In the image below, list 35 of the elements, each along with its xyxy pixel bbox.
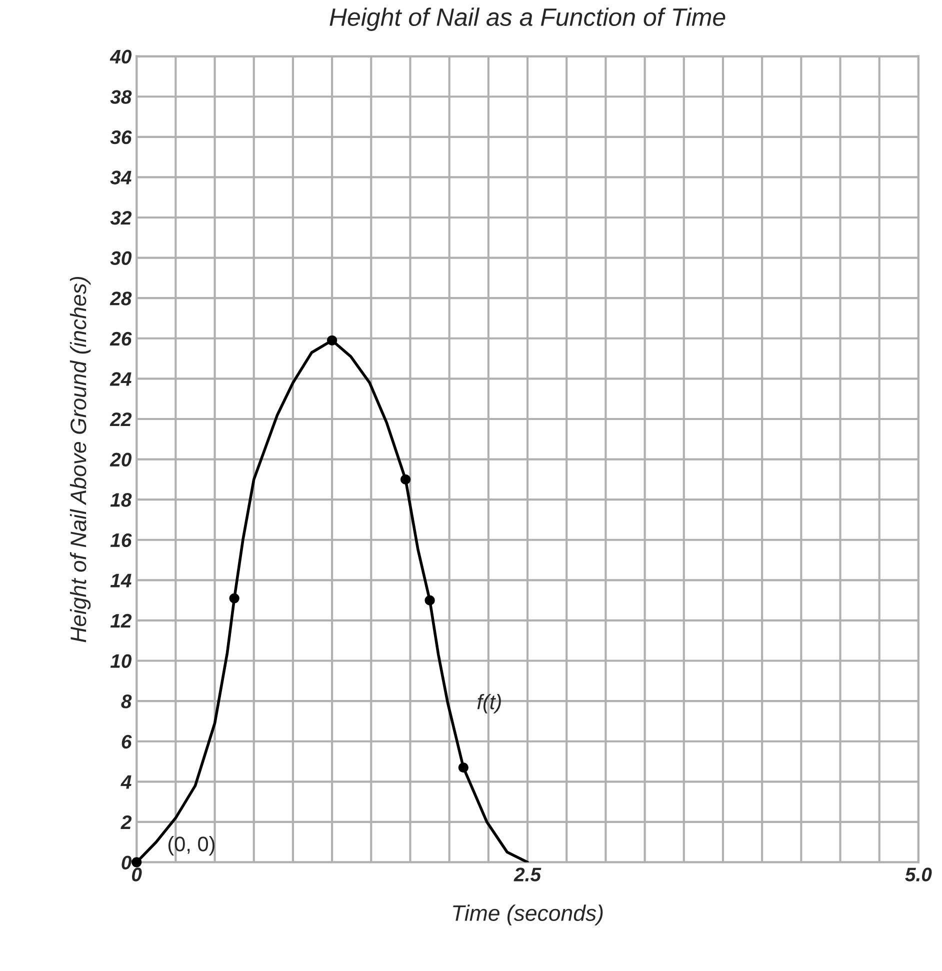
y-tick-label: 6 xyxy=(122,734,132,749)
annotation: f(t) xyxy=(477,694,501,714)
y-tick-label: 30 xyxy=(110,251,132,266)
y-tick-label: 20 xyxy=(110,452,132,467)
point xyxy=(424,595,435,606)
y-tick-label: 4 xyxy=(120,775,132,789)
x-tick-label: 2.5 xyxy=(514,868,542,882)
x-tick-label: 5.0 xyxy=(905,868,932,882)
y-tick-label: 40 xyxy=(110,50,132,64)
y-tick-label: 14 xyxy=(110,574,132,588)
y-tick-label: 22 xyxy=(110,412,132,426)
y-axis-title: Height of Nail Above Ground (inches) xyxy=(70,276,91,642)
point xyxy=(326,335,338,346)
point xyxy=(229,593,240,604)
y-tick-label: 24 xyxy=(110,372,132,386)
x-tick-label: 0 xyxy=(132,868,142,882)
y-tick-label: 10 xyxy=(110,654,132,668)
y-tick-label: 12 xyxy=(110,614,132,628)
point xyxy=(400,474,411,485)
x-axis-title: Time (seconds) xyxy=(453,904,603,926)
annotation: (0, 0) xyxy=(168,836,214,856)
y-tick-label: 26 xyxy=(110,332,132,346)
y-tick-label: 36 xyxy=(110,130,132,144)
chart-title: Height of Nail as a Function of Time xyxy=(330,8,726,31)
y-tick-label: 38 xyxy=(110,90,132,104)
y-tick-label: 32 xyxy=(110,210,132,225)
y-tick-label: 0 xyxy=(122,856,132,870)
y-tick-label: 8 xyxy=(121,694,132,708)
point xyxy=(458,762,468,773)
y-tick-label: 28 xyxy=(110,292,132,306)
y-tick-label: 34 xyxy=(110,170,132,184)
y-tick-label: 16 xyxy=(110,533,132,548)
y-tick-label: 2 xyxy=(120,815,132,829)
y-tick-label: 18 xyxy=(110,493,132,507)
point xyxy=(132,857,142,868)
